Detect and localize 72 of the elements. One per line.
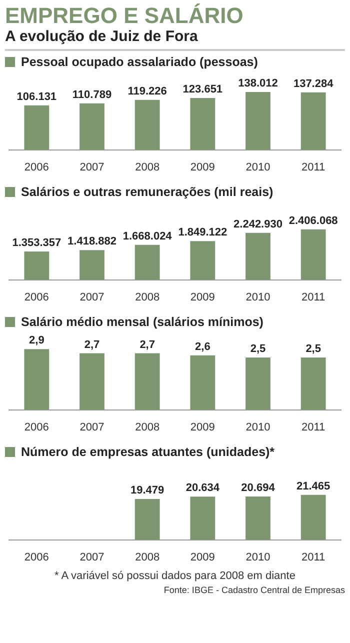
x-tick-label: 2009 bbox=[190, 551, 215, 564]
source-note: Fonte: IBGE - Cadastro Central de Empresas bbox=[162, 585, 345, 595]
x-tick-label: 2008 bbox=[135, 421, 160, 434]
bar bbox=[80, 353, 104, 410]
bar bbox=[246, 92, 270, 150]
bar bbox=[246, 232, 270, 280]
bar bbox=[80, 103, 104, 150]
x-tick-label: 2011 bbox=[302, 551, 326, 564]
x-tick-label: 2011 bbox=[302, 161, 326, 174]
data-label: 1.849.122 bbox=[178, 226, 228, 239]
x-tick-label: 2006 bbox=[24, 161, 49, 174]
data-label: 106.131 bbox=[16, 90, 57, 103]
x-tick-label: 2009 bbox=[190, 161, 215, 174]
data-label: 20.634 bbox=[186, 482, 220, 494]
data-label: 1.418.882 bbox=[68, 236, 116, 248]
x-tick-label: 2008 bbox=[135, 291, 160, 304]
data-label: 1.353.357 bbox=[12, 237, 62, 249]
data-label: 2,9 bbox=[29, 334, 44, 347]
x-tick-label: 2011 bbox=[302, 291, 326, 304]
bar bbox=[24, 251, 50, 280]
bar bbox=[24, 349, 50, 410]
text: * A variável só possui dados para 2008 em diante bbox=[54, 570, 296, 582]
data-label: 2,5 bbox=[306, 343, 321, 355]
x-tick-label: 2010 bbox=[246, 291, 270, 304]
x-tick-label: 2010 bbox=[246, 161, 270, 174]
bar bbox=[134, 353, 160, 410]
data-label: 137.284 bbox=[293, 78, 334, 90]
bar bbox=[134, 100, 160, 150]
bar bbox=[190, 241, 216, 280]
legend-label: Salário médio mensal (salários mínimos) bbox=[21, 315, 264, 329]
data-label: 20.694 bbox=[241, 482, 276, 494]
legend-label: Número de empresas atuantes (unidades)* bbox=[21, 445, 275, 459]
data-label: 138.012 bbox=[238, 78, 278, 90]
bar bbox=[300, 229, 326, 280]
data-label: 19.479 bbox=[130, 484, 164, 497]
bar bbox=[300, 357, 326, 410]
x-tick-label: 2010 bbox=[246, 551, 270, 564]
legend-label: Salários e outras remunerações (mil reais) bbox=[21, 185, 274, 199]
x-tick-label: 2009 bbox=[190, 291, 215, 304]
data-label: 123.651 bbox=[182, 84, 223, 96]
x-tick-label: 2011 bbox=[302, 421, 326, 434]
data-label: 2,7 bbox=[140, 338, 155, 351]
bar bbox=[80, 250, 104, 280]
x-tick-label: 2007 bbox=[80, 291, 104, 304]
x-tick-label: 2008 bbox=[135, 161, 160, 174]
x-tick-label: 2006 bbox=[24, 551, 49, 564]
bar bbox=[190, 355, 216, 410]
chart-title: EMPREGO E SALÁRIO bbox=[5, 3, 244, 28]
data-label: 2,5 bbox=[250, 343, 266, 355]
bar bbox=[190, 98, 216, 150]
legend-label: Pessoal ocupado assalariado (pessoas) bbox=[21, 55, 258, 69]
x-tick-label: 2006 bbox=[24, 421, 49, 434]
data-label: 119.226 bbox=[128, 85, 167, 98]
x-tick-label: 2007 bbox=[80, 161, 104, 174]
bar bbox=[300, 92, 326, 150]
data-label: 2,6 bbox=[195, 340, 210, 353]
bar bbox=[246, 357, 270, 410]
x-tick-label: 2009 bbox=[190, 421, 215, 434]
data-label: 110.789 bbox=[72, 88, 112, 101]
chart-subtitle: A evolução de Juiz de Fora bbox=[5, 28, 345, 51]
x-tick-label: 2010 bbox=[246, 421, 270, 434]
x-tick-label: 2008 bbox=[135, 551, 160, 564]
x-tick-label: 2006 bbox=[24, 291, 49, 304]
x-tick-label: 2007 bbox=[80, 421, 104, 434]
data-label: 21.465 bbox=[296, 480, 330, 492]
data-label: 2.406.068 bbox=[288, 214, 338, 227]
data-label: 2,7 bbox=[84, 338, 100, 351]
bar bbox=[24, 105, 50, 150]
bar bbox=[134, 244, 160, 280]
x-tick-label: 2007 bbox=[80, 551, 104, 564]
data-label: 1.668.024 bbox=[122, 230, 173, 242]
data-label: 2.242.930 bbox=[234, 218, 282, 230]
